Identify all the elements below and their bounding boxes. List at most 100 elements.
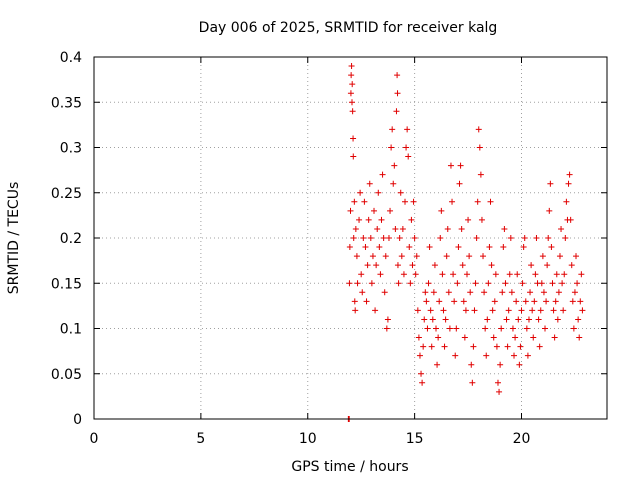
data-point	[374, 225, 381, 232]
data-point	[553, 271, 560, 278]
data-point	[383, 325, 390, 332]
data-point	[447, 162, 454, 169]
data-point	[347, 90, 354, 97]
data-point	[348, 99, 355, 106]
data-point	[566, 171, 573, 178]
data-point	[511, 352, 518, 359]
y-tick-label: 0.2	[60, 231, 82, 247]
data-point	[488, 262, 495, 269]
data-point	[394, 72, 401, 79]
data-point	[573, 253, 580, 260]
data-point	[429, 316, 436, 323]
data-point	[377, 271, 384, 278]
data-point	[424, 325, 431, 332]
data-point	[352, 307, 359, 314]
data-point	[459, 262, 466, 269]
data-point	[492, 271, 499, 278]
data-point	[546, 207, 553, 214]
data-point	[577, 298, 584, 305]
data-point	[481, 289, 488, 296]
data-point	[395, 280, 402, 287]
data-point	[451, 298, 458, 305]
data-point	[466, 253, 473, 260]
data-point	[436, 298, 443, 305]
data-point	[428, 343, 435, 350]
y-tick-label: 0.1	[60, 322, 82, 338]
data-point	[350, 235, 357, 241]
data-point	[450, 271, 457, 278]
data-point	[468, 361, 475, 368]
data-point	[538, 280, 545, 287]
data-point	[462, 307, 469, 314]
data-point	[425, 280, 432, 287]
data-point	[535, 316, 542, 323]
data-point	[364, 262, 371, 269]
data-point	[452, 352, 459, 359]
data-point	[408, 216, 415, 223]
data-point	[402, 198, 409, 205]
x-tick-label: 0	[90, 431, 99, 447]
data-point	[487, 198, 494, 205]
data-point	[471, 307, 478, 314]
data-point	[366, 180, 373, 187]
data-point	[509, 325, 516, 332]
data-point	[476, 144, 483, 151]
data-point	[441, 343, 448, 350]
data-point	[517, 343, 524, 350]
data-point	[378, 216, 385, 223]
data-point	[483, 352, 490, 359]
data-point	[437, 235, 444, 241]
data-point	[351, 198, 358, 205]
data-point	[372, 307, 379, 314]
data-point	[348, 63, 355, 70]
data-point	[357, 189, 364, 196]
data-point	[438, 207, 445, 214]
data-point	[567, 216, 574, 223]
data-point	[549, 280, 556, 287]
data-point	[480, 253, 487, 260]
data-point	[398, 253, 405, 260]
data-point	[505, 307, 512, 314]
data-point	[499, 289, 506, 296]
data-point	[382, 253, 389, 260]
data-point	[463, 271, 470, 278]
y-tick-label: 0.05	[51, 367, 82, 383]
data-point	[533, 235, 540, 241]
data-point	[434, 361, 441, 368]
data-point	[347, 207, 354, 214]
data-point	[540, 289, 547, 296]
data-point	[542, 325, 549, 332]
data-point	[513, 298, 520, 305]
data-point	[422, 289, 429, 296]
data-point	[410, 198, 417, 205]
data-point	[367, 235, 374, 241]
data-point	[574, 280, 581, 287]
data-point	[381, 289, 388, 296]
data-point	[547, 180, 554, 187]
data-point	[485, 280, 492, 287]
data-point	[502, 280, 509, 287]
data-point	[349, 81, 356, 88]
data-point	[407, 280, 414, 287]
data-point	[498, 325, 505, 332]
data-point	[536, 343, 543, 350]
data-point	[520, 244, 527, 251]
data-point	[433, 325, 439, 332]
data-point	[521, 235, 528, 241]
data-point	[518, 307, 525, 314]
data-point	[414, 307, 421, 314]
data-point	[446, 325, 453, 332]
data-point	[430, 289, 437, 296]
data-point	[477, 171, 484, 178]
data-point	[522, 298, 529, 305]
data-point	[350, 135, 357, 142]
data-point	[400, 271, 407, 278]
data-point	[537, 307, 544, 314]
data-point	[442, 316, 449, 323]
data-point	[358, 271, 365, 278]
data-point	[455, 244, 462, 251]
data-point	[559, 280, 566, 287]
data-point	[387, 207, 394, 214]
data-point	[411, 235, 418, 241]
